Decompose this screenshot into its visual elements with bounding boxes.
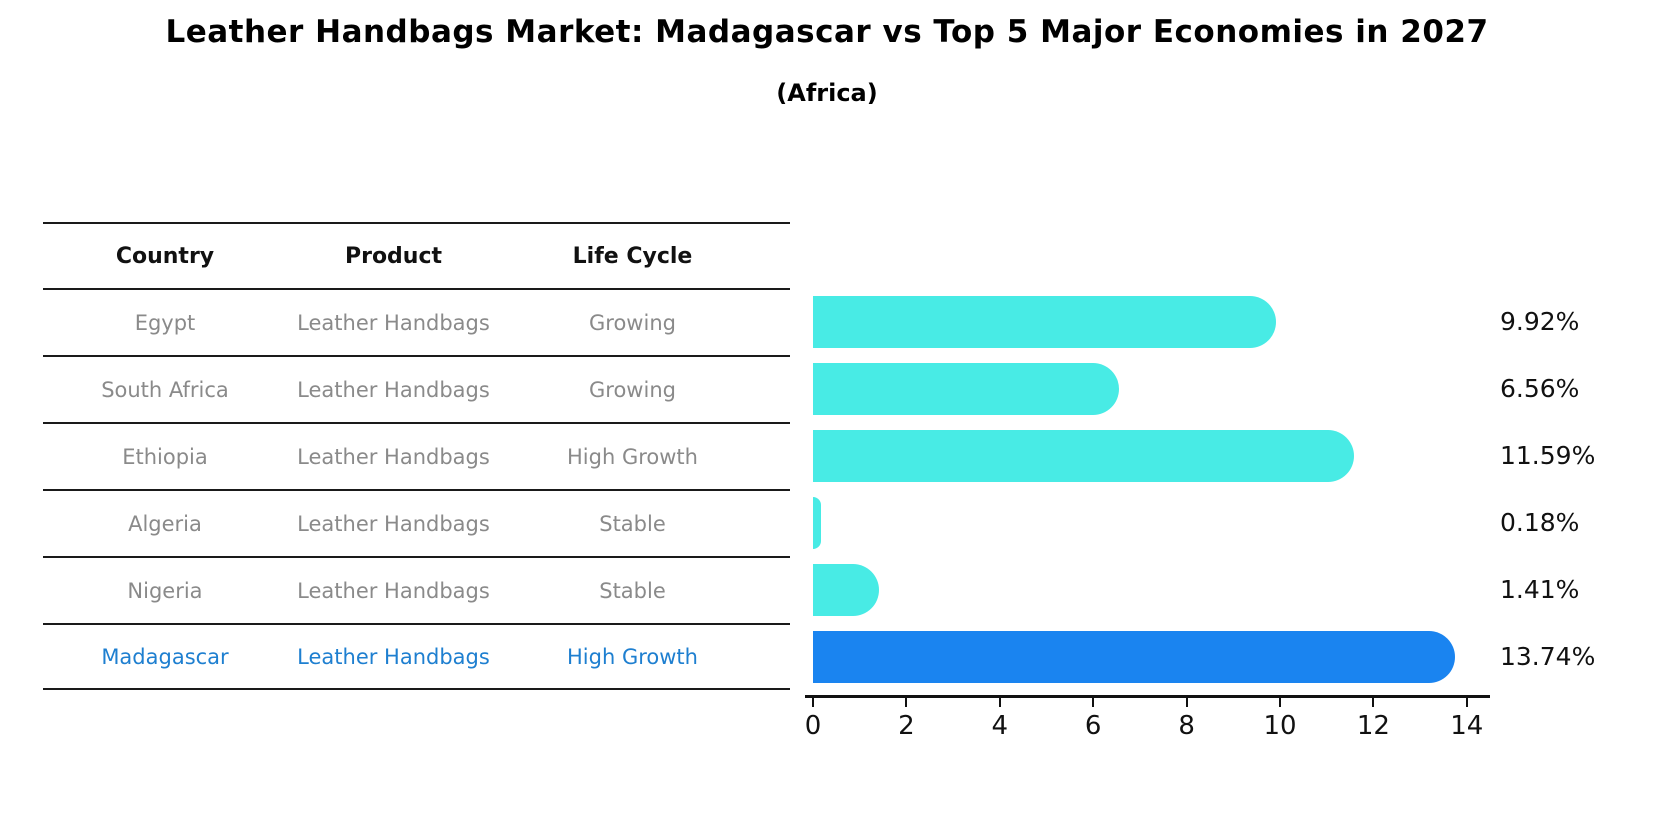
tick-mark <box>812 698 814 707</box>
table-row-madagascar: Madagascar Leather Handbags High Growth <box>43 623 790 690</box>
product-cell: Leather Handbags <box>297 377 490 402</box>
value-label-nigeria: 1.41% <box>1500 574 1580 604</box>
x-axis-line <box>805 695 1490 698</box>
life-cycle-cell: High Growth <box>567 644 698 669</box>
product-cell: Leather Handbags <box>297 578 490 603</box>
tick-label: 0 <box>804 711 822 741</box>
table-row-south-africa: South Africa Leather Handbags Growing <box>43 355 790 422</box>
country-cell: Ethiopia <box>122 444 208 469</box>
tick-mark <box>1465 698 1468 707</box>
tick-label: 12 <box>1356 711 1390 741</box>
country-cell: Madagascar <box>101 644 229 669</box>
value-label-madagascar: 13.74% <box>1500 641 1596 671</box>
tick-mark <box>1279 698 1281 707</box>
header-country: Country <box>115 243 215 269</box>
product-cell: Leather Handbags <box>297 644 490 669</box>
value-label-ethiopia: 11.59% <box>1500 440 1596 470</box>
life-cycle-cell: Stable <box>599 578 666 603</box>
bar-ethiopia <box>813 429 1355 482</box>
tick-mark <box>905 698 908 707</box>
life-cycle-cell: Growing <box>589 377 676 402</box>
table-row-ethiopia: Ethiopia Leather Handbags High Growth <box>43 422 790 489</box>
tick-mark <box>998 698 1001 707</box>
table-row-egypt: Egypt Leather Handbags Growing <box>43 288 790 355</box>
product-cell: Leather Handbags <box>297 310 490 335</box>
page-subtitle: (Africa) <box>776 79 878 107</box>
tick-label: 10 <box>1263 711 1297 741</box>
tick-label: 4 <box>991 711 1009 741</box>
life-cycle-cell: Growing <box>589 310 676 335</box>
life-cycle-cell: Stable <box>599 511 666 536</box>
value-label-algeria: 0.18% <box>1500 507 1580 537</box>
tick-label: 14 <box>1450 711 1484 741</box>
tick-mark <box>1092 698 1095 707</box>
value-label-south-africa: 6.56% <box>1500 373 1580 403</box>
tick-label: 8 <box>1178 711 1195 741</box>
bar-nigeria <box>813 563 879 616</box>
header-life-cycle: Life Cycle <box>572 243 693 269</box>
table-row-algeria: Algeria Leather Handbags Stable <box>43 489 790 556</box>
tick-mark <box>1372 698 1375 707</box>
value-label-egypt: 9.92% <box>1500 306 1580 336</box>
country-cell: Egypt <box>134 310 196 335</box>
country-cell: Algeria <box>128 511 202 536</box>
product-cell: Leather Handbags <box>297 444 490 469</box>
table-header-row: Country Product Life Cycle <box>43 222 790 288</box>
bar-egypt <box>813 295 1277 348</box>
country-cell: South Africa <box>101 377 229 402</box>
bar-south-africa <box>813 362 1120 415</box>
product-cell: Leather Handbags <box>297 511 490 536</box>
tick-mark <box>1185 698 1188 707</box>
bar-madagascar <box>813 630 1455 683</box>
header-product: Product <box>344 243 443 269</box>
country-cell: Nigeria <box>127 578 203 603</box>
life-cycle-cell: High Growth <box>567 444 698 469</box>
tick-label: 6 <box>1084 711 1102 741</box>
country-table: Country Product Life Cycle Egypt Leather… <box>43 222 790 690</box>
bar-algeria <box>813 496 822 549</box>
tick-label: 2 <box>898 711 915 741</box>
page-title: Leather Handbags Market: Madagascar vs T… <box>165 14 1489 50</box>
table-row-nigeria: Nigeria Leather Handbags Stable <box>43 556 790 623</box>
